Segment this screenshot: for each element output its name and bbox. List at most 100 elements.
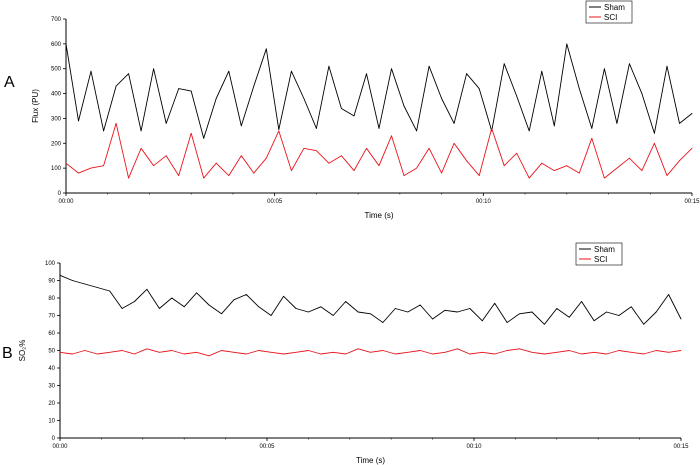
data-point-sci <box>96 353 98 355</box>
data-point-sham <box>320 306 322 308</box>
data-point-sham <box>240 125 242 127</box>
data-point-sham <box>457 311 458 313</box>
data-point-sci <box>146 348 148 350</box>
data-point-sci <box>295 351 297 353</box>
data-point-sci <box>332 351 334 353</box>
data-point-sci <box>668 351 669 353</box>
data-point-sham <box>629 63 630 65</box>
data-point-sham <box>190 90 192 92</box>
data-point-sci <box>65 162 67 164</box>
data-point-sci <box>394 353 396 355</box>
legend-label: SCI <box>604 13 617 22</box>
data-point-sham <box>208 304 210 306</box>
data-point-sci <box>679 160 680 162</box>
data-point-sci <box>345 353 347 355</box>
data-point-sham <box>416 130 417 132</box>
data-point-sham <box>432 318 433 320</box>
data-point-sci <box>90 167 92 169</box>
y-tick-label: 40 <box>48 366 55 372</box>
data-point-sham <box>643 323 645 325</box>
data-point-sci <box>171 350 173 351</box>
data-point-sham <box>84 283 86 285</box>
data-point-sci <box>165 155 167 157</box>
data-point-sham <box>270 315 272 316</box>
data-point-sham <box>541 70 543 72</box>
data-point-sci <box>643 353 645 355</box>
data-point-sham <box>316 127 317 129</box>
data-point-sci <box>240 155 242 157</box>
data-point-sci <box>265 157 267 159</box>
data-point-sham <box>568 316 570 318</box>
data-point-sham <box>215 98 217 99</box>
data-point-sci <box>59 351 61 353</box>
data-point-sham <box>278 129 280 131</box>
y-axis-title: Flux (PU) <box>31 89 40 123</box>
data-point-sham <box>630 306 632 308</box>
data-point-sham <box>96 287 98 288</box>
data-point-sci <box>128 177 130 179</box>
data-point-sci <box>578 172 580 174</box>
chart-panel-a: A 0 100 200 300 400 500 600 700 00:00 00:05 00:10 00… <box>4 0 700 220</box>
legend-label: SCI <box>594 255 607 264</box>
data-point-sham <box>308 311 309 313</box>
data-point-sham <box>655 311 657 313</box>
y-tick-label: 500 <box>51 67 62 73</box>
data-point-sci <box>208 355 210 357</box>
data-point-sci <box>419 350 421 351</box>
data-point-sham <box>253 85 255 87</box>
data-point-sci <box>481 351 483 353</box>
x-axis-title: Time (s) <box>364 211 393 220</box>
data-point-sham <box>115 85 117 87</box>
data-point-sci <box>134 353 135 355</box>
data-point-sham <box>258 306 260 308</box>
data-point-sci <box>366 147 367 149</box>
data-point-sci <box>153 165 155 167</box>
data-point-sham <box>153 68 155 70</box>
y-tick-label: 700 <box>51 17 62 23</box>
data-point-sham <box>679 123 680 124</box>
data-point-sci <box>378 165 380 167</box>
data-point-sci <box>466 160 468 162</box>
data-point-sham <box>72 280 73 281</box>
data-point-sci <box>109 351 111 353</box>
y-tick-label: 80 <box>48 296 55 302</box>
data-point-sci <box>680 350 682 351</box>
data-point-sci <box>353 170 355 172</box>
data-point-sci <box>121 350 123 351</box>
data-point-sci <box>370 351 371 353</box>
data-point-sham <box>441 98 442 99</box>
data-point-sham <box>245 294 247 295</box>
y-tick-label: 0 <box>58 191 62 197</box>
data-point-sham <box>469 308 471 309</box>
data-point-sci <box>506 350 508 351</box>
data-point-sham <box>593 320 595 322</box>
y-tick-label: 0 <box>52 436 56 442</box>
data-point-sci <box>84 350 86 351</box>
x-tick-label: 00:15 <box>673 444 689 450</box>
data-point-sham <box>519 313 520 315</box>
data-point-sci <box>581 353 583 355</box>
data-point-sham <box>528 130 530 132</box>
x-tick-label: 00:05 <box>259 444 275 450</box>
data-point-sci <box>233 351 235 353</box>
data-point-sci <box>444 351 446 353</box>
data-point-sci <box>183 353 185 355</box>
data-point-sham <box>366 73 367 75</box>
y-tick-label: 50 <box>48 349 55 355</box>
data-point-sham <box>680 318 682 320</box>
data-point-sham <box>481 320 483 322</box>
data-point-sci <box>320 353 322 355</box>
x-axis-title: Time (s) <box>356 456 385 465</box>
data-point-sham <box>618 315 620 316</box>
data-point-sci <box>541 162 543 164</box>
data-point-sci <box>654 142 655 144</box>
data-point-sci <box>629 157 630 159</box>
y-tick-label: 100 <box>51 166 62 172</box>
data-point-sci <box>283 353 284 355</box>
data-point-sham <box>341 108 342 109</box>
data-point-sham <box>165 123 167 124</box>
data-point-sci <box>516 152 518 154</box>
data-point-sham <box>178 88 180 89</box>
